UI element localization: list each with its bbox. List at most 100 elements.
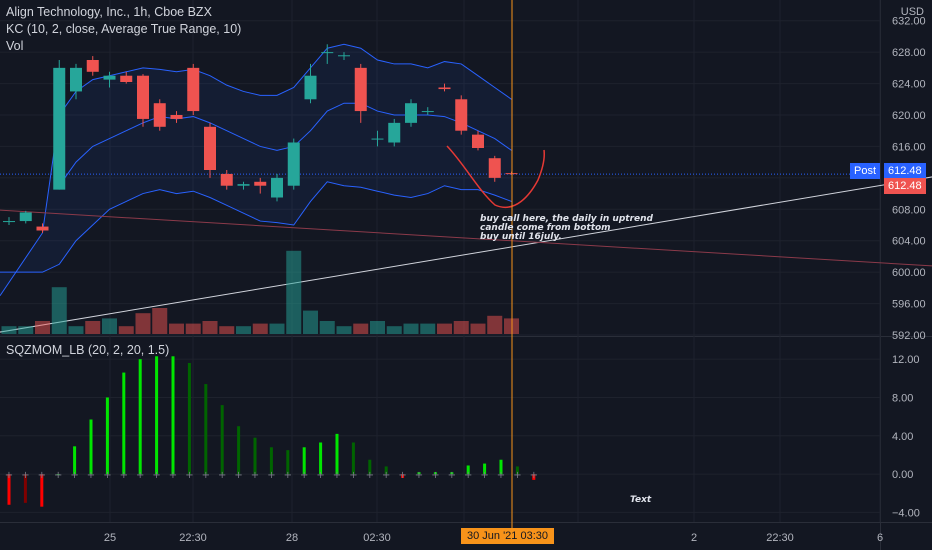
crosshair-date-label: 30 Jun '21 03:30 [461, 528, 555, 544]
squeeze-dot: + [464, 470, 472, 481]
squeeze-dot: + [103, 470, 111, 481]
momentum-bar [138, 359, 142, 475]
squeeze-dot: + [480, 470, 488, 481]
annotation-note[interactable]: buy call here, the daily in uptrend cand… [480, 214, 653, 242]
price-tick-label: 632.00 [892, 16, 926, 28]
volume-bar [269, 323, 285, 334]
candle-body [388, 122, 401, 143]
volume-bar [370, 321, 385, 334]
price-tick-label: 608.00 [892, 204, 926, 216]
volume-bar [68, 326, 84, 334]
candle [86, 56, 99, 76]
volume-bar [236, 326, 251, 334]
sqz-legend[interactable]: SQZMOM_LB (20, 2, 20, 1.5) [6, 343, 170, 357]
momentum-bar [319, 442, 323, 475]
price-tick-label: 592.00 [892, 330, 926, 342]
squeeze-dot: + [267, 470, 275, 481]
candle [153, 99, 166, 131]
kc-legend[interactable]: KC (10, 2, close, Average True Range, 10… [6, 22, 242, 36]
candle [70, 63, 82, 100]
candle [19, 210, 32, 224]
price-tick-label: 624.00 [892, 79, 926, 91]
vol-legend[interactable]: Vol [6, 39, 24, 53]
candle [371, 130, 384, 147]
candle-body [220, 173, 233, 186]
volume-bar [353, 323, 369, 334]
currency-label[interactable]: USD [900, 6, 924, 18]
candle [137, 74, 149, 127]
momentum-bar [499, 459, 503, 475]
candle [472, 130, 484, 151]
momentum-bar [433, 472, 437, 475]
volume-bar [470, 323, 486, 334]
candle-body [120, 75, 133, 82]
time-tick-label: 22:30 [179, 532, 207, 544]
candle-body [3, 221, 15, 223]
trendline-white [0, 176, 932, 333]
candle-body [237, 184, 250, 186]
candle-body [153, 103, 166, 127]
squeeze-dot: + [5, 470, 13, 481]
annotation-text[interactable]: Text [630, 495, 652, 505]
volume-bar [386, 326, 402, 334]
momentum-bar [155, 356, 159, 475]
squeeze-dot: + [316, 470, 324, 481]
volume-bar [51, 287, 67, 334]
volume-bar [437, 323, 452, 334]
momentum-bar [401, 474, 405, 478]
candle-body [187, 67, 200, 112]
candle-body [271, 177, 283, 198]
candle-body [254, 181, 267, 186]
momentum-bar [515, 466, 519, 475]
price-tick-label: 616.00 [892, 141, 926, 153]
candle [237, 181, 250, 190]
candle-body [371, 138, 384, 140]
volume-bar [319, 321, 335, 334]
momentum-bar [89, 419, 93, 475]
symbol-title[interactable]: Align Technology, Inc., 1h, Cboe BZX [6, 5, 212, 19]
time-tick-label: 02:30 [363, 532, 391, 544]
candles [3, 44, 518, 233]
candle [36, 223, 49, 233]
volume-bar [403, 323, 419, 334]
momentum-bar [466, 465, 470, 475]
time-tick-label: 28 [286, 532, 298, 544]
squeeze-dot: + [120, 470, 128, 481]
squeeze-dot: + [530, 470, 538, 481]
squeeze-dot: + [87, 470, 95, 481]
candle-body [36, 226, 49, 231]
candle-body [204, 126, 216, 170]
momentum-histogram: + + + + + + + + + + + + + + + + + + + + + + + + + + + + + + + + + [5, 356, 538, 507]
squeeze-dot: + [300, 470, 308, 481]
candle [488, 155, 501, 182]
mom-tick-label: 8.00 [892, 392, 913, 404]
momentum-bar [335, 433, 339, 475]
candle-body [455, 99, 468, 131]
time-tick-label: 25 [104, 532, 116, 544]
momentum-bar [450, 472, 454, 475]
post-badge-label: Post [850, 163, 881, 179]
volume-bar [303, 310, 318, 334]
momentum-bar [351, 442, 355, 475]
mom-tick-label: 4.00 [892, 431, 913, 443]
candle [338, 52, 350, 60]
trendlines [0, 173, 932, 333]
volume-bar [18, 326, 34, 334]
squeeze-dot: + [415, 470, 423, 481]
momentum-bar [302, 447, 306, 475]
momentum-bar [56, 474, 60, 476]
candle [220, 170, 233, 190]
squeeze-dot: + [70, 470, 78, 481]
candle [438, 83, 451, 92]
momentum-bar [204, 384, 208, 475]
momentum-bar [7, 474, 11, 505]
candle [304, 63, 317, 104]
candle [120, 71, 133, 84]
momentum-bar [384, 466, 388, 475]
price-tick-label: 600.00 [892, 267, 926, 279]
squeeze-dot: + [284, 470, 292, 481]
trendline-red [0, 209, 932, 267]
candle [170, 111, 183, 123]
squeeze-dot: + [431, 470, 439, 481]
